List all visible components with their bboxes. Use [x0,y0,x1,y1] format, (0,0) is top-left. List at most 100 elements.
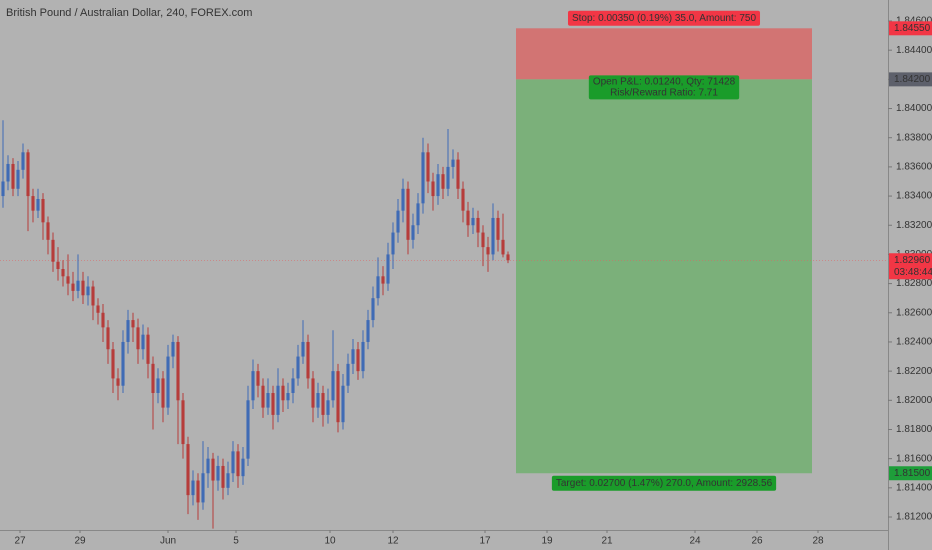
x-tick-label: 17 [479,536,491,547]
candle-body [416,203,420,226]
y-tick-label: 1.84600 [896,16,932,27]
y-tick-label: 1.82800 [896,278,932,289]
candle-body [41,198,45,223]
candle-body [406,188,410,240]
candle-body [91,286,95,306]
stop-label-text: Stop: 0.00350 (0.19%) 35.0, Amount: 750 [572,13,756,24]
candle-body [401,188,405,211]
candle-body [476,217,480,233]
candle-body [211,458,215,481]
candle-body [246,400,250,459]
candle-body [461,188,465,211]
y-tick-label: 1.82400 [896,337,932,348]
y-tick-label: 1.84000 [896,103,932,114]
x-tick-label: Jun [160,536,176,547]
target-label-text: Target: 0.02700 (1.47%) 270.0, Amount: 2… [556,478,773,489]
candle-body [331,371,335,401]
candle-body [446,166,450,189]
candle-body [481,232,485,248]
candle-body [86,286,90,296]
candle-body [506,254,510,261]
candle-body [236,451,240,477]
candle-body [386,254,390,284]
candle-body [116,378,120,386]
candle-body [146,334,150,364]
candle-body [21,152,25,170]
y-tick-label: 1.81400 [896,482,932,493]
pnl-label-box [588,75,740,100]
candle-body [11,163,15,189]
candle-body [171,341,175,357]
candle-body [231,451,235,474]
candle-body [226,473,230,488]
y-tick-label: 1.81600 [896,453,932,464]
x-tick-label: 28 [812,536,824,547]
pnl-label-text: Risk/Reward Ratio: 7.71 [610,88,718,99]
candle-body [351,349,355,364]
candle-body [66,276,70,284]
candle-body [316,393,320,408]
y-tick-label: 1.81200 [896,512,932,523]
candle-body [431,181,435,197]
candle-body [341,385,345,423]
price-label: 1.81500 [894,468,931,479]
candle-body [426,152,430,182]
stop-zone [516,28,812,80]
candle-body [221,465,225,488]
candle-body [156,378,160,394]
candle-body [46,222,50,240]
x-tick-label: 5 [233,536,239,547]
price-label: 1.84200 [894,74,931,85]
candle-body [396,210,400,233]
candle-body [126,320,130,342]
candle-body [6,163,10,182]
candle-body [166,356,170,408]
candle-body [391,232,395,255]
candle-body [51,239,55,262]
candle-body [411,225,415,240]
candle-body [131,320,135,328]
chart-title: British Pound / Australian Dollar, 240, … [6,7,252,19]
countdown-label: 03:48:44 [894,267,932,278]
x-tick-label: 10 [324,536,336,547]
candle-body [281,385,285,401]
candle-body [191,480,195,496]
x-tick-label: 27 [14,536,26,547]
x-tick-label: 24 [689,536,701,547]
candle-body [421,152,425,204]
y-tick-label: 1.82600 [896,307,932,318]
candle-body [486,247,490,255]
y-tick-label: 1.83200 [896,220,932,231]
price-label-box [889,466,932,481]
candle-body [101,312,105,328]
target-label: Target: 0.02700 (1.47%) 270.0, Amount: 2… [551,475,777,491]
y-tick-label: 1.82000 [896,395,932,406]
x-tick-label: 29 [74,536,86,547]
candle-body [376,276,380,299]
candle-body [151,363,155,394]
candle-body [196,480,200,503]
y-tick-label: 1.83400 [896,191,932,202]
candle-body [361,341,365,372]
candle-body [261,385,265,408]
candle-body [321,393,325,415]
candle-body [96,305,100,313]
candle-body [186,444,190,496]
candle-body [311,378,315,408]
candle-body [81,280,85,296]
candle-body [286,393,290,401]
candle-body [1,181,5,197]
candle-body [441,174,445,189]
candle-body [61,269,65,277]
candle-body [306,341,310,379]
candle-body [161,378,165,408]
candle-body [71,283,75,291]
stop-label-box [567,10,761,26]
candle-body [76,280,80,291]
y-tick-label: 1.81800 [896,424,932,435]
price-label-box [889,253,932,280]
x-tick-label: 26 [751,536,763,547]
y-tick-label: 1.83600 [896,162,932,173]
pnl-label: Open P&L: 0.01240, Qty: 71428Risk/Reward… [588,75,740,100]
candle-body [356,349,360,372]
